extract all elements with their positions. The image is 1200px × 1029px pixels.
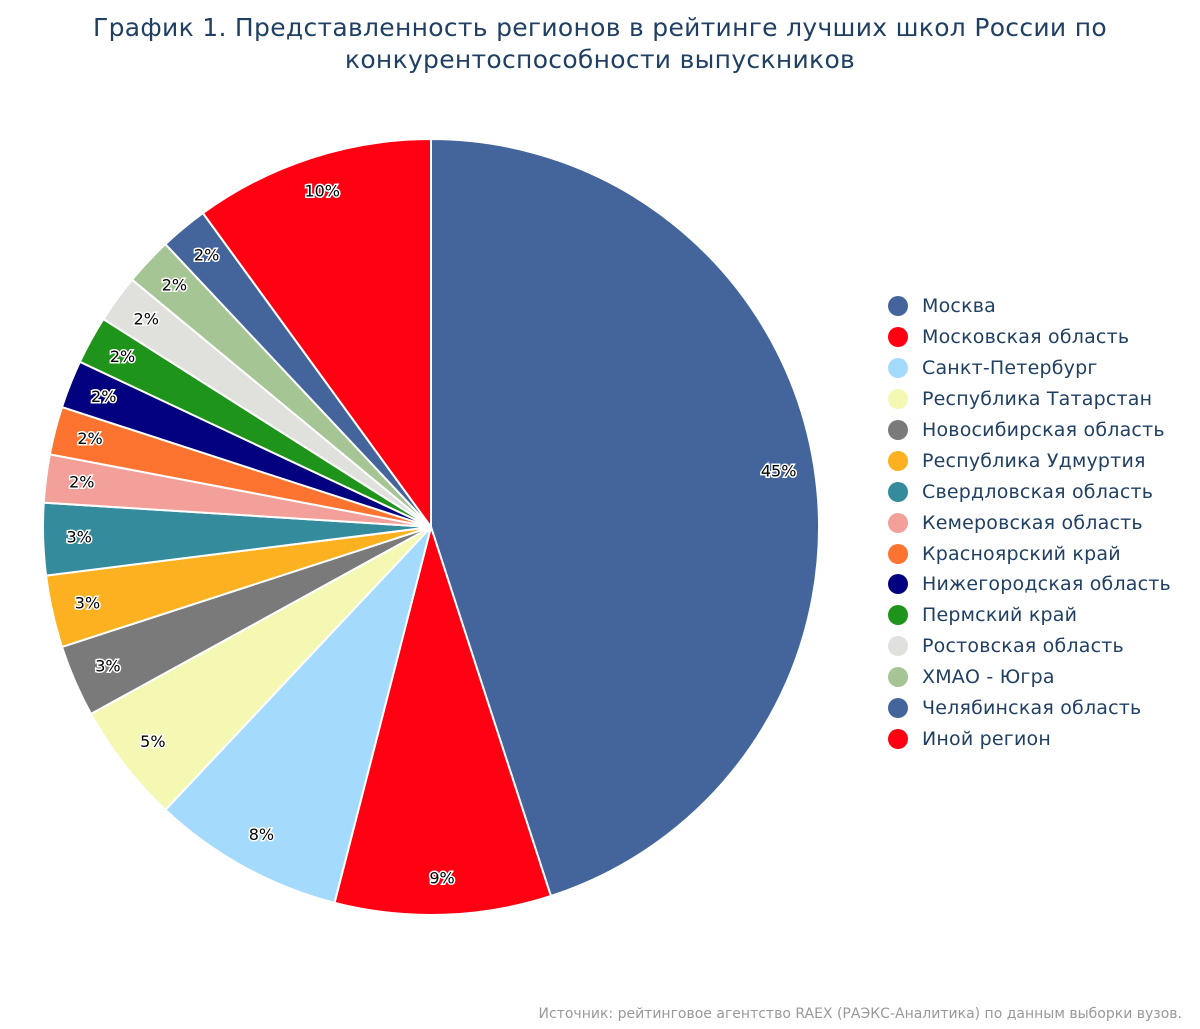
legend-label: ХМАО - Югра	[922, 666, 1055, 689]
data-label: 9%	[429, 868, 454, 887]
legend-marker	[888, 420, 908, 440]
legend-item[interactable]: Московская область	[888, 322, 1171, 353]
data-label: 3%	[95, 656, 120, 675]
legend-label: Ростовская область	[922, 635, 1124, 658]
legend-marker	[888, 389, 908, 410]
pie-slice	[163, 526, 432, 905]
legend-item[interactable]: Ростовская область	[888, 631, 1171, 662]
legend-label: Пермский край	[922, 604, 1078, 627]
legend-label: Челябинская область	[922, 697, 1142, 720]
legend-marker	[888, 327, 908, 348]
data-label: 2%	[77, 429, 102, 448]
chart-title: График 1. Представленность регионов в ре…	[93, 13, 1107, 74]
legend-item[interactable]: Нижегородская область	[888, 569, 1171, 600]
legend-marker	[888, 512, 908, 533]
legend-label: Иной регион	[922, 727, 1051, 750]
legend-marker	[888, 667, 908, 688]
legend-label: Республика Татарстан	[922, 388, 1153, 411]
data-label: 5%	[140, 732, 165, 751]
legend-item[interactable]: Кемеровская область	[888, 507, 1171, 538]
legend-label: Красноярский край	[922, 542, 1121, 565]
data-label: 10%	[304, 182, 340, 201]
legend-marker	[888, 543, 908, 564]
legend-item[interactable]: Санкт-Петербург	[888, 353, 1171, 384]
data-label: 2%	[91, 387, 116, 406]
data-label: 8%	[249, 825, 274, 844]
legend-marker	[888, 605, 908, 626]
data-label: 3%	[66, 528, 91, 547]
legend: Москва Московская область Санкт-Петербург Р…	[888, 291, 1171, 754]
legend-label: Свердловская область	[922, 480, 1154, 503]
legend-label: Кемеровская область	[922, 511, 1143, 534]
data-label: 2%	[162, 276, 187, 295]
legend-item[interactable]: ХМАО - Югра	[888, 662, 1171, 693]
data-label: 2%	[134, 310, 159, 329]
legend-item[interactable]: Челябинская область	[888, 693, 1171, 724]
legend-marker	[888, 574, 908, 595]
legend-item[interactable]: Новосибирская область	[888, 415, 1171, 446]
legend-marker	[888, 636, 908, 657]
pie-slice	[333, 523, 553, 916]
legend-item[interactable]: Свердловская область	[888, 476, 1171, 507]
data-label: 3%	[75, 593, 100, 612]
legend-item[interactable]: Пермский край	[888, 600, 1171, 631]
legend-item[interactable]: Москва	[888, 291, 1171, 322]
legend-label: Нижегородская область	[922, 573, 1171, 596]
legend-marker	[888, 296, 908, 317]
legend-marker	[888, 698, 908, 719]
legend-marker	[888, 481, 908, 502]
data-label: 45%	[761, 461, 797, 480]
legend-item[interactable]: Республика Татарстан	[888, 384, 1171, 415]
data-label: 2%	[110, 347, 135, 366]
legend-label: Республика Удмуртия	[922, 449, 1146, 472]
legend-marker	[888, 728, 908, 749]
legend-item[interactable]: Республика Удмуртия	[888, 445, 1171, 476]
legend-label: Москва	[922, 295, 996, 318]
legend-label: Московская область	[922, 326, 1130, 349]
legend-marker	[888, 450, 908, 471]
legend-item[interactable]: Красноярский край	[888, 538, 1171, 569]
legend-item[interactable]: Иной регион	[888, 723, 1171, 754]
source-note: Источник: рейтинговое агентство RAEX (РА…	[538, 1006, 1182, 1022]
pie-slice	[201, 137, 432, 531]
data-label: 2%	[69, 472, 94, 491]
pie-slice	[430, 137, 820, 898]
data-label: 2%	[194, 245, 219, 264]
legend-label: Новосибирская область	[922, 419, 1165, 441]
legend-marker	[888, 358, 908, 379]
legend-label: Санкт-Петербург	[922, 357, 1098, 380]
